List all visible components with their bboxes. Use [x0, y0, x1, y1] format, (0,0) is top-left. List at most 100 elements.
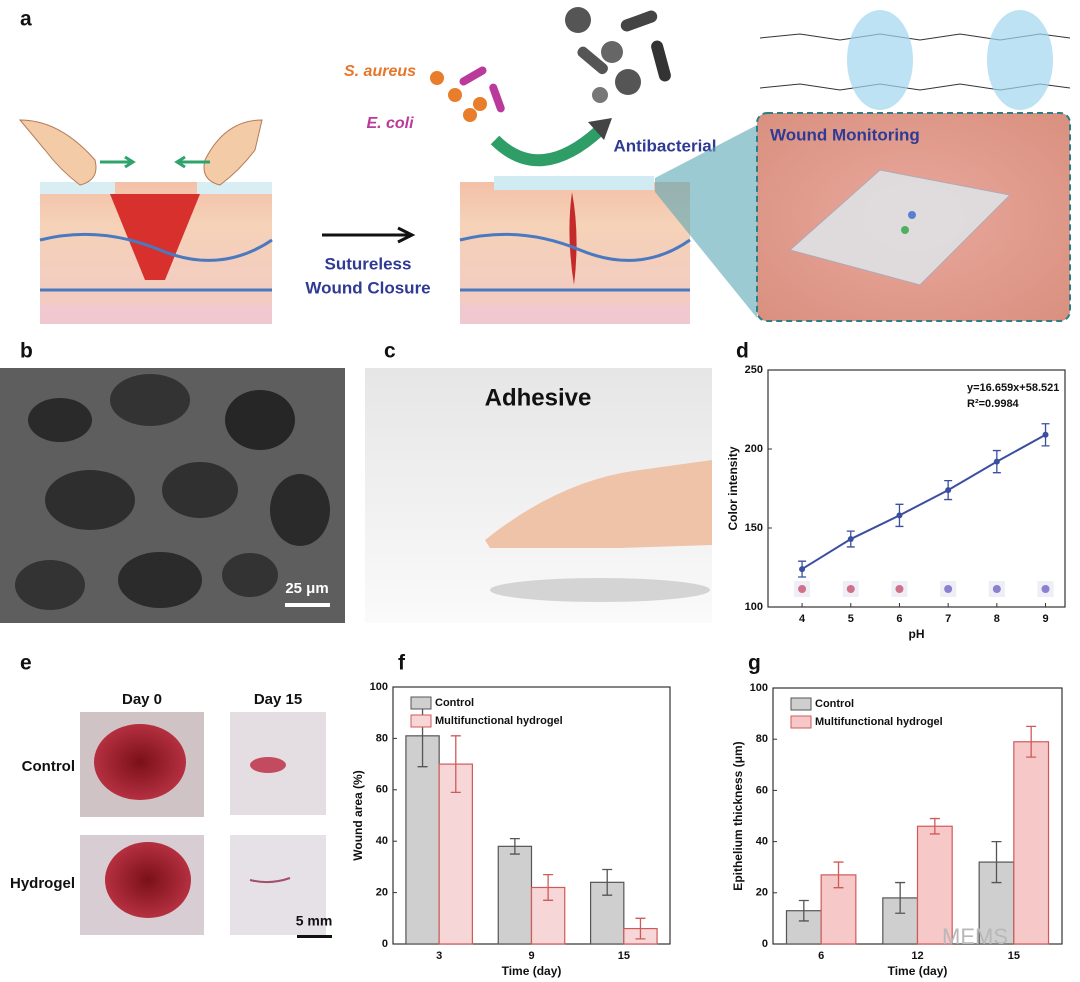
scale-bar-label: 25 μm	[285, 580, 328, 597]
y-tick-label: 40	[756, 836, 768, 848]
monitoring-panel	[655, 112, 1071, 322]
panel-label: d	[736, 340, 749, 363]
error-bar	[509, 837, 520, 855]
wound-photos-part	[249, 877, 291, 884]
x-axis-label: Time (day)	[502, 964, 562, 978]
sem-image-part	[110, 374, 190, 426]
y-tick-label: 20	[376, 887, 388, 899]
bar	[438, 763, 474, 945]
x-tick-label: 15	[1008, 950, 1020, 962]
molecule-part	[987, 10, 1053, 110]
skin-left-part	[39, 232, 273, 262]
x-tick-label: 6	[896, 613, 902, 625]
y-tick-label: 250	[745, 364, 763, 376]
error-bar	[991, 840, 1002, 884]
wound-photos-part	[94, 724, 186, 800]
legend-label: Multifunctional hydrogel	[435, 715, 563, 727]
y-axis-label: Color intensity	[726, 446, 740, 530]
x-tick-label: 5	[848, 613, 854, 625]
y-tick-label: 40	[376, 835, 388, 847]
wound-photos-part	[105, 842, 191, 918]
hands	[18, 119, 263, 186]
legend-swatch	[410, 714, 432, 728]
x-tick-label: 4	[799, 613, 806, 625]
bacteria	[430, 7, 671, 167]
caption: S. aureus	[344, 63, 416, 80]
data-point	[1042, 431, 1049, 438]
error-bar	[635, 917, 646, 940]
x-tick-label: 9	[528, 950, 534, 962]
legend-label: Control	[815, 698, 854, 710]
bacteria-part	[651, 40, 671, 82]
panel-labels: a b c d e f g	[20, 8, 761, 675]
hands-part	[203, 119, 263, 186]
y-tick-label: 100	[745, 601, 763, 613]
bacteria-part	[473, 97, 487, 111]
hands-part	[100, 155, 136, 169]
bar	[1013, 741, 1050, 945]
data-point	[945, 487, 952, 494]
y-tick-label: 20	[756, 887, 768, 899]
legend-label: Control	[435, 697, 474, 709]
color-dot	[944, 585, 953, 593]
x-tick-label: 8	[994, 613, 1000, 625]
caption: Wound Monitoring	[770, 125, 920, 144]
monitoring-panel-part	[901, 226, 909, 234]
panel-label: c	[384, 340, 396, 363]
error-bar	[1026, 725, 1037, 758]
skin-left-part	[40, 182, 115, 194]
adhesive-photo	[365, 368, 712, 623]
error-bar	[895, 881, 906, 914]
data-point	[847, 536, 854, 543]
bar	[916, 825, 953, 945]
wound-photos-part	[250, 757, 286, 773]
color-dot	[895, 585, 904, 593]
bacteria-part	[459, 66, 487, 86]
sem-image-part	[270, 474, 330, 546]
error-bar	[833, 861, 844, 889]
column-label: Day 15	[254, 691, 302, 708]
hands-part	[18, 119, 97, 186]
watermark: MEMS	[942, 924, 1008, 949]
skin-left-part	[110, 194, 200, 280]
error-bar	[798, 899, 809, 922]
color-dot	[1041, 585, 1050, 593]
monitoring-panel-part	[788, 169, 1012, 286]
adhesive-photo-part	[485, 460, 712, 548]
x-tick-label: 7	[945, 613, 951, 625]
x-tick-label: 3	[436, 950, 442, 962]
error-bar	[543, 873, 554, 901]
y-axis-label: Epithelium thickness (μm)	[731, 741, 745, 890]
skin-left	[39, 182, 273, 324]
row-label: Control	[22, 758, 75, 775]
data-point	[799, 566, 806, 573]
y-tick-label: 60	[376, 784, 388, 796]
panel-label: a	[20, 8, 32, 31]
y-tick-label: 150	[745, 522, 763, 534]
x-axis-label: pH	[909, 627, 925, 641]
molecule	[759, 10, 1071, 110]
legend-label: Multifunctional hydrogel	[815, 716, 943, 728]
annotation: y=16.659x+58.521	[967, 382, 1059, 394]
x-tick-label: 15	[618, 950, 630, 962]
arrow	[322, 226, 416, 244]
panel-label: e	[20, 652, 32, 675]
wound-photos-part	[230, 835, 326, 935]
sem-image-part	[28, 398, 92, 442]
legend-swatch	[790, 697, 812, 711]
panel-label: f	[398, 652, 406, 675]
bacteria-part	[615, 69, 641, 95]
wound-photos-part	[297, 935, 332, 938]
monitoring-panel-part	[655, 125, 757, 318]
color-dot	[992, 585, 1001, 593]
x-tick-label: 9	[1042, 613, 1048, 625]
bacteria-part	[463, 108, 477, 122]
y-tick-label: 100	[370, 681, 388, 693]
caption: Wound Closure	[305, 278, 430, 297]
skin-right	[459, 176, 691, 324]
skin-right-part	[494, 176, 654, 190]
hands-part	[174, 155, 210, 169]
molecule-part	[847, 10, 913, 110]
data-point	[896, 512, 903, 519]
